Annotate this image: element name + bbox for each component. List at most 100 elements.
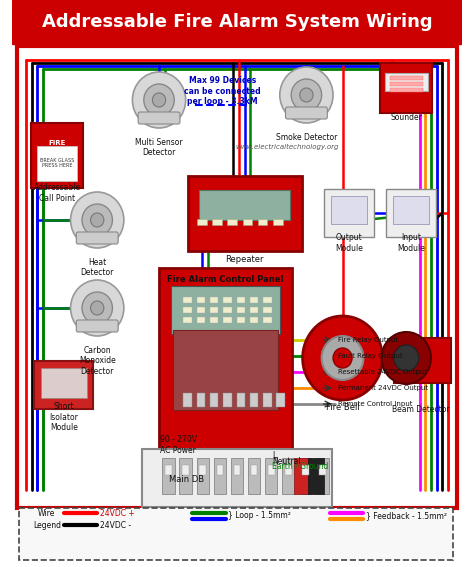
Text: 24VDC -: 24VDC - [100, 521, 131, 530]
FancyBboxPatch shape [237, 393, 245, 407]
FancyBboxPatch shape [163, 458, 175, 494]
Text: Smoke Detector: Smoke Detector [276, 133, 337, 142]
FancyBboxPatch shape [380, 63, 432, 113]
FancyBboxPatch shape [165, 465, 172, 475]
Text: Earth / Ground: Earth / Ground [272, 462, 328, 471]
Circle shape [322, 336, 364, 380]
Text: FIRE: FIRE [49, 140, 66, 146]
Text: Repeater: Repeater [225, 256, 264, 264]
FancyBboxPatch shape [12, 0, 462, 44]
Text: Fire Bell: Fire Bell [326, 404, 359, 413]
FancyBboxPatch shape [285, 465, 292, 475]
Text: Multi Sensor
Detector: Multi Sensor Detector [135, 138, 183, 158]
Text: L: L [272, 451, 276, 460]
Circle shape [91, 213, 104, 227]
FancyBboxPatch shape [258, 219, 267, 225]
Text: Heat
Detector: Heat Detector [81, 258, 114, 277]
Text: } Feedback - 1.5mm²: } Feedback - 1.5mm² [366, 511, 447, 521]
FancyBboxPatch shape [263, 307, 272, 313]
FancyBboxPatch shape [35, 361, 93, 409]
FancyBboxPatch shape [217, 465, 223, 475]
FancyBboxPatch shape [173, 330, 278, 410]
FancyBboxPatch shape [188, 176, 301, 251]
FancyBboxPatch shape [210, 393, 219, 407]
FancyBboxPatch shape [212, 219, 222, 225]
Circle shape [152, 93, 166, 107]
FancyBboxPatch shape [393, 196, 429, 224]
Text: Sounder: Sounder [390, 113, 422, 122]
Circle shape [71, 280, 124, 336]
FancyBboxPatch shape [263, 297, 272, 303]
Circle shape [302, 316, 383, 400]
FancyBboxPatch shape [237, 317, 245, 323]
Text: 90 - 270V
AC Power: 90 - 270V AC Power [160, 435, 197, 455]
FancyBboxPatch shape [250, 307, 258, 313]
FancyBboxPatch shape [251, 465, 257, 475]
Text: Addressable Fire Alarm System Wiring: Addressable Fire Alarm System Wiring [42, 13, 432, 31]
FancyBboxPatch shape [197, 219, 207, 225]
Text: Input
Module: Input Module [397, 233, 425, 253]
Text: Max 99 Devices
can be connected
per loop - 3.3kM: Max 99 Devices can be connected per loop… [184, 76, 261, 106]
FancyBboxPatch shape [390, 88, 423, 92]
Text: Output
Module: Output Module [335, 233, 363, 253]
FancyBboxPatch shape [282, 458, 294, 494]
Circle shape [144, 84, 174, 116]
Text: www.electricaltechnology.org: www.electricaltechnology.org [236, 144, 339, 150]
Text: Fire Alarm Control Panel: Fire Alarm Control Panel [167, 276, 284, 285]
FancyBboxPatch shape [159, 268, 292, 463]
FancyBboxPatch shape [390, 76, 423, 80]
FancyBboxPatch shape [250, 393, 258, 407]
FancyBboxPatch shape [250, 317, 258, 323]
FancyBboxPatch shape [299, 458, 311, 494]
FancyBboxPatch shape [76, 232, 118, 244]
FancyBboxPatch shape [183, 297, 192, 303]
FancyBboxPatch shape [223, 307, 232, 313]
FancyBboxPatch shape [200, 190, 290, 220]
Text: Resettable 24VDC Output: Resettable 24VDC Output [338, 369, 427, 375]
FancyBboxPatch shape [248, 458, 260, 494]
Text: Main DB: Main DB [169, 476, 204, 484]
FancyBboxPatch shape [183, 307, 192, 313]
Text: } Loop - 1.5mm²: } Loop - 1.5mm² [228, 511, 292, 521]
Text: Remote Control Input: Remote Control Input [338, 401, 412, 407]
FancyBboxPatch shape [197, 297, 205, 303]
FancyBboxPatch shape [210, 297, 219, 303]
Text: Neutral: Neutral [272, 456, 301, 466]
Text: Fire Relay Output: Fire Relay Output [338, 337, 398, 343]
Circle shape [382, 332, 431, 384]
FancyBboxPatch shape [237, 307, 245, 313]
Circle shape [132, 72, 186, 128]
FancyBboxPatch shape [265, 458, 277, 494]
FancyBboxPatch shape [243, 219, 252, 225]
FancyBboxPatch shape [182, 465, 189, 475]
FancyBboxPatch shape [223, 297, 232, 303]
FancyBboxPatch shape [228, 219, 237, 225]
FancyBboxPatch shape [223, 393, 232, 407]
FancyBboxPatch shape [231, 458, 243, 494]
Circle shape [291, 79, 322, 111]
FancyBboxPatch shape [183, 317, 192, 323]
FancyBboxPatch shape [197, 317, 205, 323]
FancyBboxPatch shape [31, 122, 83, 188]
FancyBboxPatch shape [138, 112, 180, 124]
FancyBboxPatch shape [325, 189, 374, 237]
Circle shape [91, 301, 104, 315]
FancyBboxPatch shape [273, 219, 283, 225]
FancyBboxPatch shape [183, 393, 192, 407]
FancyBboxPatch shape [37, 146, 77, 180]
FancyBboxPatch shape [180, 458, 192, 494]
FancyBboxPatch shape [294, 458, 309, 494]
Text: Wire: Wire [38, 509, 55, 518]
FancyBboxPatch shape [197, 393, 205, 407]
FancyBboxPatch shape [171, 286, 280, 334]
Text: Legend: Legend [33, 521, 61, 530]
FancyBboxPatch shape [263, 317, 272, 323]
FancyBboxPatch shape [210, 317, 219, 323]
Text: Carbon
Monoxide
Detector: Carbon Monoxide Detector [79, 346, 116, 376]
FancyBboxPatch shape [210, 307, 219, 313]
Text: Fault Relay Output: Fault Relay Output [338, 353, 402, 359]
Circle shape [82, 204, 112, 236]
Text: 24VDC +: 24VDC + [100, 509, 135, 518]
FancyBboxPatch shape [197, 307, 205, 313]
FancyBboxPatch shape [302, 465, 309, 475]
